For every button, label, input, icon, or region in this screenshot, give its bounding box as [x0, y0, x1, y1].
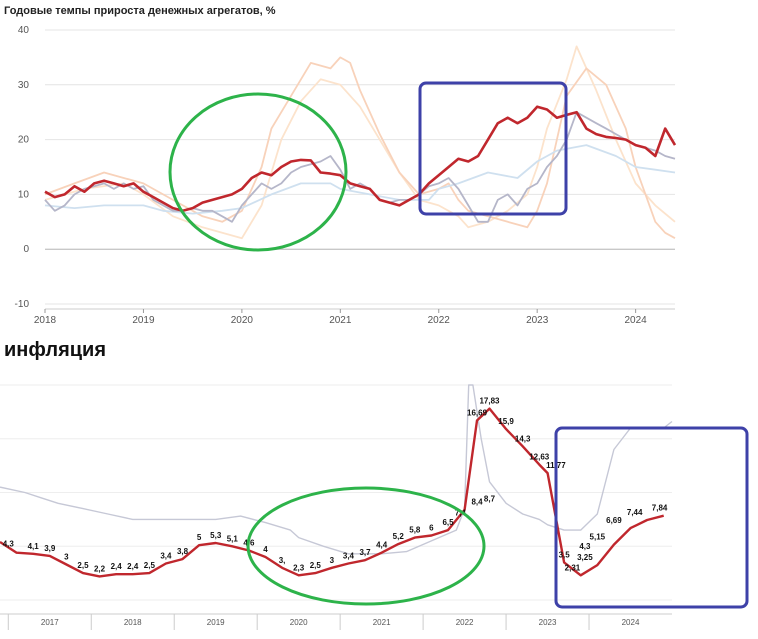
x-tick-label: 2018 — [124, 618, 142, 627]
data-label: 6,69 — [606, 516, 622, 525]
chart-1-gridlines — [45, 29, 675, 310]
x-tick-label: 2019 — [207, 618, 225, 627]
data-label: 6,5 — [442, 518, 454, 527]
annotation-ellipse-1 — [168, 92, 348, 252]
data-label: 4,3 — [3, 540, 15, 549]
data-label: 2,4 — [127, 562, 139, 571]
data-label: 4,3 — [579, 542, 591, 551]
x-tick-label: 2022 — [428, 315, 451, 326]
annotations — [168, 81, 749, 609]
annotation-ellipse-2 — [246, 486, 486, 606]
x-tick-label: 2024 — [625, 315, 648, 326]
y-tick-label: 10 — [18, 189, 30, 200]
data-label: 7,84 — [652, 504, 668, 513]
series-line-3 — [44, 56, 676, 239]
series-line-2 — [44, 144, 676, 215]
data-label: 2,3 — [293, 563, 305, 572]
y-tick-label: 0 — [23, 244, 29, 255]
data-label: 3,7 — [359, 548, 371, 557]
chart-2-axis — [0, 384, 672, 615]
y-tick-label: 30 — [18, 80, 30, 91]
y-tick-label: 20 — [18, 135, 30, 146]
x-tick-label: 2018 — [34, 315, 57, 326]
x-tick-label: 2023 — [539, 618, 557, 627]
data-label: 2,2 — [94, 564, 106, 573]
data-label: 2,4 — [111, 562, 123, 571]
x-tick-label: 2023 — [526, 315, 549, 326]
data-label: 3,4 — [343, 551, 355, 560]
chart-1-series — [44, 45, 677, 240]
data-label: 3 — [330, 556, 335, 565]
x-tick-label: 2024 — [622, 618, 640, 627]
data-label: 5,1 — [227, 534, 239, 543]
x-tick-label: 2019 — [132, 315, 155, 326]
chart-2-title: инфляция — [4, 339, 106, 361]
data-label: 5,3 — [210, 531, 222, 540]
data-label: 3,25 — [577, 553, 593, 562]
data-label: 14,3 — [515, 434, 531, 443]
data-label: 3,9 — [44, 544, 56, 553]
data-label: 6 — [429, 524, 434, 533]
data-label: 3 — [64, 553, 69, 562]
data-label: 16,69 — [467, 408, 488, 417]
data-label: 3,4 — [160, 551, 172, 560]
x-tick-label: 2017 — [41, 618, 59, 627]
data-label: 8,7 — [484, 494, 496, 503]
data-label: 17,83 — [479, 397, 500, 406]
x-tick-label: 2020 — [231, 315, 254, 326]
chart-2-data-labels: 4,3 4,1 3,932,5 2,2 2,4 2,4 2,53,4 3,85 5,3 5,1 4,… — [3, 397, 668, 574]
series-line-1 — [0, 384, 673, 555]
x-tick-label: 2021 — [373, 618, 391, 627]
chart-1-x-ticks: 2018 2019 2020 2021 2022 2023 2024 — [34, 309, 647, 326]
data-label: 2,5 — [310, 561, 322, 570]
data-label: 5 — [197, 533, 202, 542]
chart-1-title: Годовые темпы прироста денежных агрегато… — [4, 5, 276, 17]
y-tick-label: -10 — [15, 299, 30, 310]
data-label: 3,8 — [177, 547, 189, 556]
data-label: 3, — [279, 556, 286, 565]
data-label: 4,1 — [28, 542, 40, 551]
annotation-rect-2 — [554, 426, 749, 609]
data-label: 4,4 — [376, 541, 388, 550]
data-label: 8,4 — [471, 498, 483, 507]
chart-2-series — [0, 384, 673, 578]
data-label: 5,8 — [409, 526, 421, 535]
x-tick-label: 2021 — [329, 315, 352, 326]
chart-2-x-ticks: 2017 2018 2019 2020 2021 2022 2023 2024 — [7, 614, 640, 630]
data-label: 7,44 — [627, 508, 643, 517]
series-line-0 — [44, 105, 677, 213]
series-line-4 — [44, 45, 676, 240]
data-label: 3,5 — [559, 550, 571, 559]
data-label: 2,5 — [77, 561, 89, 570]
data-label: 2,31 — [565, 563, 581, 572]
annotation-rect-1 — [418, 81, 568, 216]
x-tick-label: 2022 — [456, 618, 474, 627]
data-label: 12,63 — [529, 453, 550, 462]
data-label: 5,2 — [393, 532, 405, 541]
series-line-0 — [0, 407, 665, 578]
chart-1-y-ticks: 40 30 20 10 0 -10 — [15, 25, 30, 310]
x-tick-label: 2020 — [290, 618, 308, 627]
y-tick-label: 40 — [18, 25, 30, 36]
data-label: 2,5 — [144, 561, 156, 570]
data-label: 4 — [263, 545, 268, 554]
data-label: 15,9 — [498, 417, 514, 426]
data-label: 5,15 — [590, 533, 606, 542]
